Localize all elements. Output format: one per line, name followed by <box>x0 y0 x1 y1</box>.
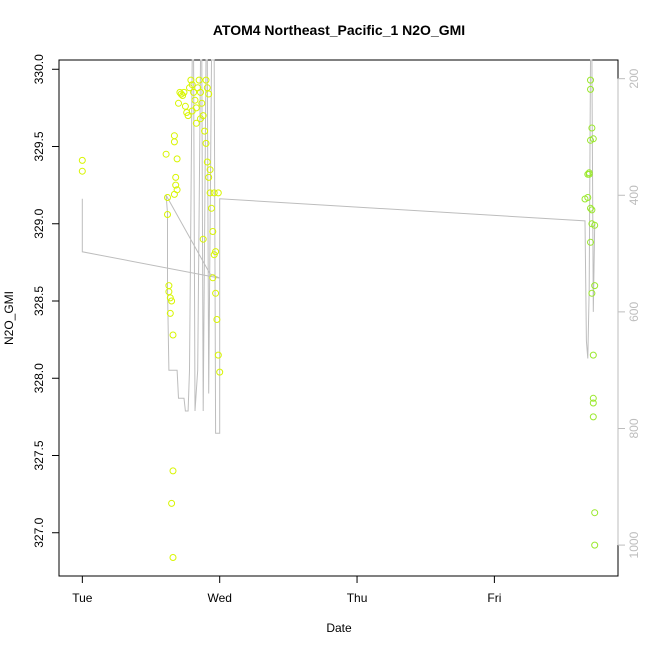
y-axis: 327.0 327.5 328.0 328.5 329.0 329.5 330.0 <box>32 54 60 548</box>
right-tick-label: 400 <box>627 185 641 205</box>
data-point <box>581 195 589 203</box>
data-point <box>78 167 86 175</box>
data-point <box>202 139 210 147</box>
data-point <box>184 112 192 120</box>
data-point <box>165 288 173 296</box>
data-point <box>201 127 209 135</box>
data-point <box>206 166 214 174</box>
data-point <box>172 173 180 181</box>
data-point <box>589 399 597 407</box>
data-point <box>216 368 224 376</box>
data-point <box>197 88 204 96</box>
data-point <box>203 158 211 166</box>
x-tick-label: Wed <box>207 591 231 605</box>
y-tick-label: 328.0 <box>32 363 46 393</box>
data-point <box>589 413 597 421</box>
plot-frame <box>58 59 619 577</box>
data-point <box>212 248 220 256</box>
data-point <box>188 107 196 115</box>
data-point <box>170 138 178 146</box>
y-axis-label: N2O_GMI <box>2 291 16 345</box>
data-point <box>198 99 206 107</box>
data-point <box>205 173 213 181</box>
y-tick-label: 330.0 <box>32 54 46 84</box>
data-point <box>168 499 176 507</box>
data-point <box>212 289 220 297</box>
data-points <box>78 76 599 561</box>
y-tick-label: 328.5 <box>32 286 46 316</box>
data-point <box>197 115 204 123</box>
data-point <box>205 90 213 98</box>
data-point <box>588 206 596 214</box>
data-point <box>213 316 221 323</box>
data-point <box>164 194 171 201</box>
data-point <box>214 351 222 359</box>
x-axis-label: Date <box>326 621 352 635</box>
data-point <box>210 189 218 197</box>
data-point <box>195 76 203 84</box>
data-point <box>166 309 174 317</box>
data-point <box>190 88 198 96</box>
right-tick-label: 200 <box>627 68 641 88</box>
data-point <box>589 351 597 359</box>
x-axis: Tue Wed Thu Fri <box>72 575 501 605</box>
data-point <box>199 235 207 243</box>
data-point <box>170 190 178 198</box>
data-point <box>164 211 171 218</box>
data-point <box>191 96 199 104</box>
right-tick-label: 800 <box>627 418 641 438</box>
data-point <box>162 150 170 158</box>
data-point <box>589 394 597 402</box>
x-tick-label: Tue <box>72 591 93 605</box>
data-point <box>78 156 86 164</box>
y-tick-label: 329.5 <box>32 131 46 161</box>
data-point <box>170 132 178 140</box>
chart-title: ATOM4 Northeast_Pacific_1 N2O_GMI <box>213 22 465 38</box>
data-point <box>206 189 214 197</box>
data-point <box>587 76 594 84</box>
data-point <box>180 88 188 96</box>
data-point <box>588 289 596 297</box>
data-point <box>209 274 217 282</box>
data-point <box>587 85 594 93</box>
right-tick-label: 600 <box>627 302 641 322</box>
data-point <box>591 509 599 517</box>
data-point <box>165 282 173 290</box>
data-point <box>172 181 180 189</box>
data-point <box>588 124 596 132</box>
data-point <box>591 221 599 229</box>
data-point <box>181 102 189 110</box>
pressure-line-path <box>81 59 596 434</box>
data-point <box>166 294 174 302</box>
data-point <box>192 119 200 127</box>
y-tick-label: 327.5 <box>32 440 46 470</box>
data-point <box>591 541 599 549</box>
data-point <box>175 99 182 107</box>
x-tick-label: Fri <box>487 591 501 605</box>
data-point <box>173 155 181 163</box>
data-point <box>209 228 217 235</box>
pressure-line <box>81 59 596 434</box>
y-tick-label: 329.0 <box>32 208 46 238</box>
data-point <box>208 204 215 212</box>
data-point <box>187 76 195 84</box>
data-point <box>169 554 177 561</box>
right-axis: 200 400 600 800 1000 <box>617 68 641 558</box>
data-point <box>168 297 176 305</box>
y-tick-label: 327.0 <box>32 517 46 547</box>
data-point <box>188 81 196 89</box>
x-tick-label: Thu <box>347 591 368 605</box>
data-point <box>169 331 177 339</box>
data-point <box>589 135 597 143</box>
data-point <box>587 204 594 212</box>
right-tick-label: 1000 <box>627 531 641 558</box>
data-point <box>169 467 177 475</box>
data-point <box>214 189 222 197</box>
data-point <box>585 170 593 178</box>
data-point <box>202 76 210 84</box>
data-point <box>587 238 594 246</box>
data-point <box>591 282 599 290</box>
